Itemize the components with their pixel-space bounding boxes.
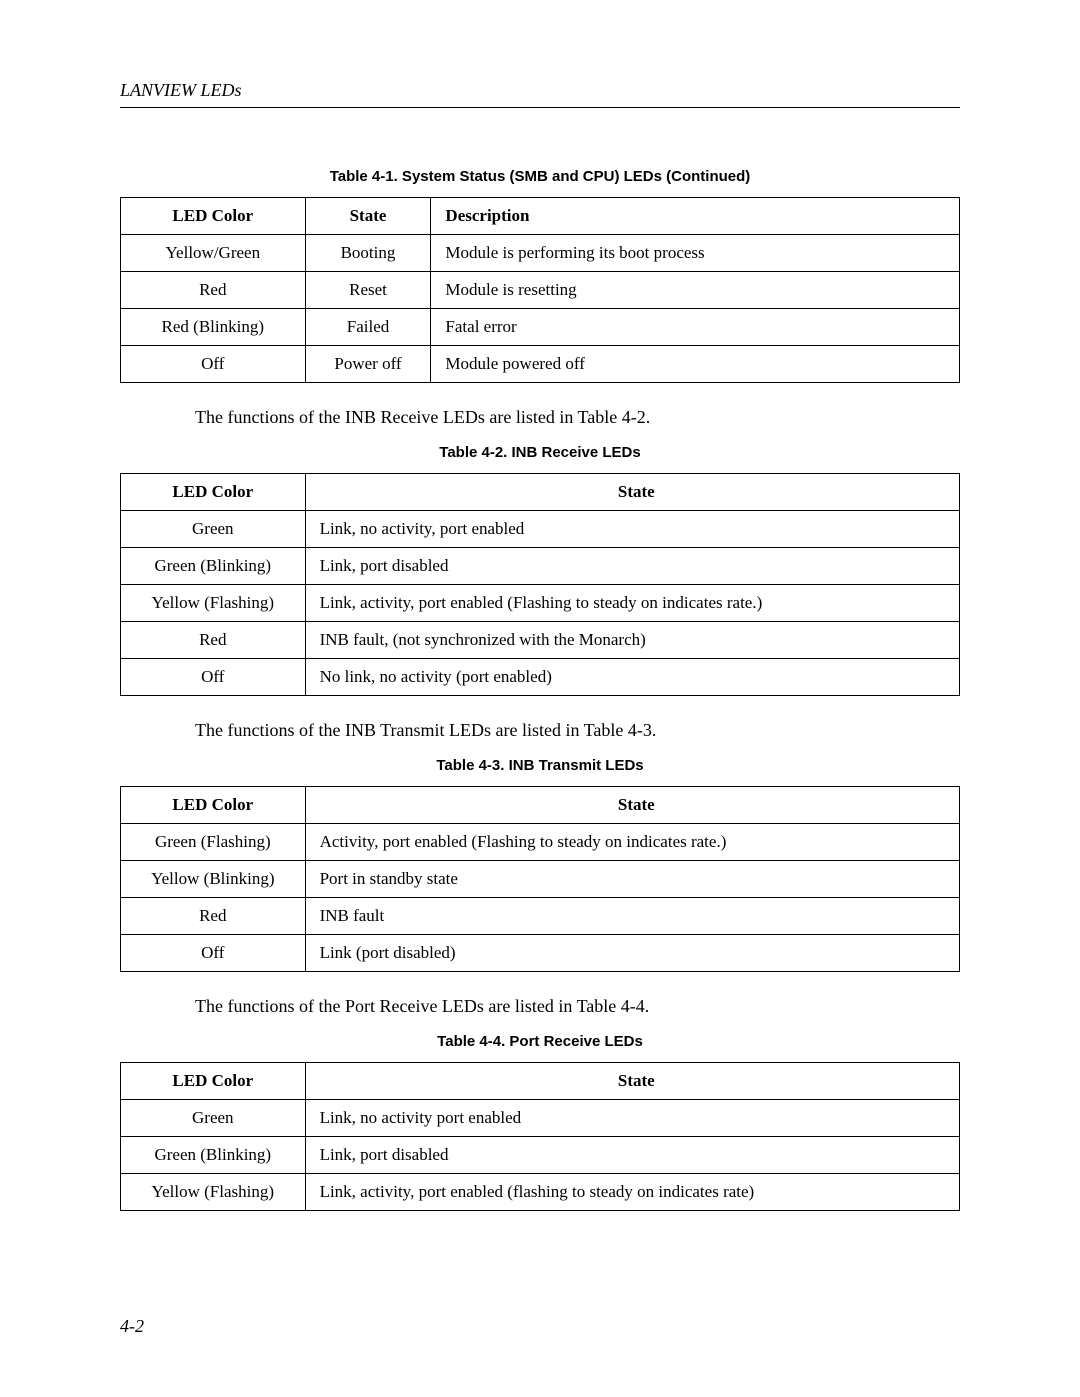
table-cell: Green (Blinking) (121, 1137, 306, 1174)
table-cell: Activity, port enabled (Flashing to stea… (305, 824, 959, 861)
table2-section: Table 4-2. INB Receive LEDs LED Color St… (120, 444, 960, 696)
table1-caption: Table 4-1. System Status (SMB and CPU) L… (120, 168, 960, 185)
table-cell: Module is resetting (431, 272, 960, 309)
table-row: Green Link, no activity port enabled (121, 1100, 960, 1137)
table-cell: Link (port disabled) (305, 935, 959, 972)
table-cell: Red (121, 622, 306, 659)
table-cell: Green (121, 1100, 306, 1137)
table-cell: Link, port disabled (305, 1137, 959, 1174)
table-cell: Power off (305, 346, 431, 383)
table-cell: Green (Blinking) (121, 548, 306, 585)
table-row: Yellow (Flashing) Link, activity, port e… (121, 585, 960, 622)
table-cell: Failed (305, 309, 431, 346)
table-cell: Link, no activity port enabled (305, 1100, 959, 1137)
table2: LED Color State Green Link, no activity,… (120, 473, 960, 696)
table-header-cell: State (305, 474, 959, 511)
page-number: 4-2 (120, 1316, 144, 1337)
header-title: LANVIEW LEDs (120, 80, 960, 101)
table-header-row: LED Color State Description (121, 198, 960, 235)
table3: LED Color State Green (Flashing) Activit… (120, 786, 960, 972)
table-cell: Off (121, 346, 306, 383)
table-header-cell: Description (431, 198, 960, 235)
table-cell: Module is performing its boot process (431, 235, 960, 272)
table-cell: No link, no activity (port enabled) (305, 659, 959, 696)
table-row: Red (Blinking) Failed Fatal error (121, 309, 960, 346)
table-cell: Yellow (Flashing) (121, 585, 306, 622)
table-cell: Link, port disabled (305, 548, 959, 585)
table-header-cell: LED Color (121, 474, 306, 511)
table-cell: Module powered off (431, 346, 960, 383)
table4-caption: Table 4-4. Port Receive LEDs (120, 1033, 960, 1050)
table-row: Red INB fault, (not synchronized with th… (121, 622, 960, 659)
table-cell: Link, activity, port enabled (flashing t… (305, 1174, 959, 1211)
table-header-cell: LED Color (121, 1063, 306, 1100)
table-row: Off Power off Module powered off (121, 346, 960, 383)
table4: LED Color State Green Link, no activity … (120, 1062, 960, 1211)
table-cell: Off (121, 659, 306, 696)
table-cell: Link, activity, port enabled (Flashing t… (305, 585, 959, 622)
table-header-cell: State (305, 1063, 959, 1100)
table-header-row: LED Color State (121, 787, 960, 824)
table-cell: Reset (305, 272, 431, 309)
table-cell: Yellow (Blinking) (121, 861, 306, 898)
intro-text-3: The functions of the INB Transmit LEDs a… (120, 720, 960, 741)
table-cell: Booting (305, 235, 431, 272)
table1: LED Color State Description Yellow/Green… (120, 197, 960, 383)
intro-text-2: The functions of the INB Receive LEDs ar… (120, 407, 960, 428)
table-header-cell: State (305, 787, 959, 824)
table-row: Green (Blinking) Link, port disabled (121, 1137, 960, 1174)
table-cell: Green (Flashing) (121, 824, 306, 861)
table-cell: Link, no activity, port enabled (305, 511, 959, 548)
table3-caption: Table 4-3. INB Transmit LEDs (120, 757, 960, 774)
table-row: Off No link, no activity (port enabled) (121, 659, 960, 696)
table-header-row: LED Color State (121, 1063, 960, 1100)
page-header: LANVIEW LEDs (120, 80, 960, 108)
table-row: Green Link, no activity, port enabled (121, 511, 960, 548)
table-header-cell: State (305, 198, 431, 235)
table-row: Yellow/Green Booting Module is performin… (121, 235, 960, 272)
table-row: Green (Blinking) Link, port disabled (121, 548, 960, 585)
table-header-cell: LED Color (121, 198, 306, 235)
table-row: Yellow (Blinking) Port in standby state (121, 861, 960, 898)
table-cell: Green (121, 511, 306, 548)
table2-caption: Table 4-2. INB Receive LEDs (120, 444, 960, 461)
intro-text-4: The functions of the Port Receive LEDs a… (120, 996, 960, 1017)
table-header-row: LED Color State (121, 474, 960, 511)
table-cell: Yellow/Green (121, 235, 306, 272)
table-header-cell: LED Color (121, 787, 306, 824)
table-cell: Red (121, 898, 306, 935)
table-cell: Off (121, 935, 306, 972)
table-cell: INB fault (305, 898, 959, 935)
table-cell: Fatal error (431, 309, 960, 346)
table-cell: Port in standby state (305, 861, 959, 898)
table-cell: INB fault, (not synchronized with the Mo… (305, 622, 959, 659)
table-row: Green (Flashing) Activity, port enabled … (121, 824, 960, 861)
table4-section: Table 4-4. Port Receive LEDs LED Color S… (120, 1033, 960, 1211)
table-row: Off Link (port disabled) (121, 935, 960, 972)
table-row: Red INB fault (121, 898, 960, 935)
table-cell: Red (121, 272, 306, 309)
table-cell: Yellow (Flashing) (121, 1174, 306, 1211)
table3-section: Table 4-3. INB Transmit LEDs LED Color S… (120, 757, 960, 972)
table-row: Yellow (Flashing) Link, activity, port e… (121, 1174, 960, 1211)
table-cell: Red (Blinking) (121, 309, 306, 346)
table1-section: Table 4-1. System Status (SMB and CPU) L… (120, 168, 960, 383)
table-row: Red Reset Module is resetting (121, 272, 960, 309)
